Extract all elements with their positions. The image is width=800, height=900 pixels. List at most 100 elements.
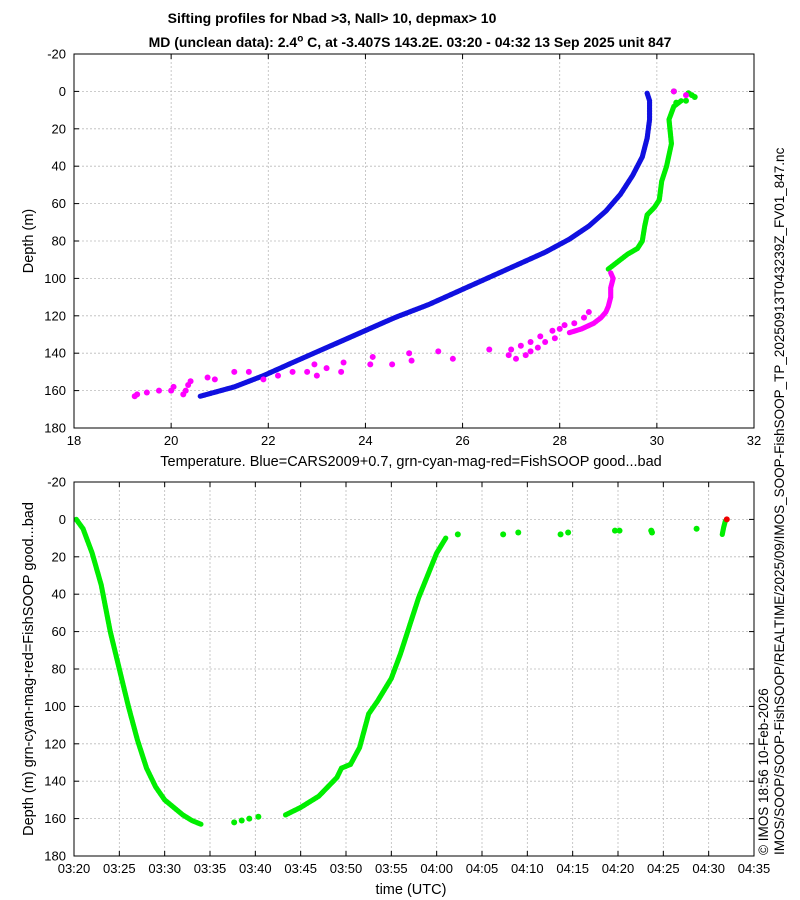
chart1-series-magenta-point: [408, 357, 415, 364]
chart2-x-tick-label: 04:35: [738, 861, 771, 876]
chart2-x-axis-label: time (UTC): [376, 882, 447, 898]
chart2-series-green-point: [616, 527, 623, 534]
chart1-series-green-point: [691, 94, 698, 101]
chart2-x-tick-label: 04:10: [511, 861, 544, 876]
chart1-series-magenta-point: [211, 376, 218, 383]
chart1-x-tick-label: 30: [650, 433, 664, 448]
chart1-series-magenta-point: [275, 372, 281, 379]
chart1-series-magenta-point: [549, 327, 556, 334]
chart1-series-magenta-point: [561, 322, 568, 329]
chart-title-line1: Sifting profiles for Nbad >3, Nall> 10, …: [167, 10, 497, 26]
chart1-series-magenta-point: [389, 361, 396, 368]
chart2-x-tick-label: 03:40: [239, 861, 272, 876]
chart1-series-magenta-point: [204, 374, 211, 381]
chart2-y-tick-label: -20: [47, 475, 66, 490]
chart1-series-magenta-point: [537, 333, 544, 340]
chart1-series-magenta-point: [245, 368, 252, 375]
chart2-series-green-point: [454, 531, 461, 538]
chart1-series-magenta-point: [534, 344, 541, 351]
chart2-y-tick-label: 140: [44, 774, 66, 789]
chart1-series-magenta-point: [260, 376, 267, 383]
chart1-y-tick-label: 160: [44, 383, 66, 398]
chart2-x-tick-label: 03:45: [284, 861, 317, 876]
chart1-y-tick-label: 60: [52, 196, 66, 211]
chart1-x-tick-label: 24: [358, 433, 372, 448]
chart1-series-green-point: [605, 266, 611, 272]
chart2-y-tick-label: 20: [52, 549, 66, 564]
chart1-series-magenta-point: [527, 338, 534, 345]
chart1-series-magenta-point: [340, 359, 347, 366]
chart1-series-magenta-point: [522, 352, 529, 359]
chart1-series-magenta-point: [581, 314, 587, 321]
chart1-y-axis-label: Depth (m): [21, 209, 37, 273]
chart2-series-green-point: [198, 821, 204, 827]
chart1-series-magenta-point: [156, 387, 162, 394]
chart1-y-tick-label: 0: [59, 84, 66, 99]
chart2-x-tick-label: 03:50: [330, 861, 363, 876]
chart1-series-magenta-point: [585, 309, 592, 316]
chart1-series-magenta-point: [323, 365, 330, 372]
chart1-series-magenta-point: [449, 355, 456, 362]
chart1-series-magenta-point: [517, 342, 524, 349]
chart1-series-magenta-point: [542, 338, 549, 345]
chart2-y-tick-label: 180: [44, 849, 66, 864]
chart2-y-tick-label: 60: [52, 624, 66, 639]
chart1-series-magenta-point: [551, 335, 558, 342]
chart1-x-tick-label: 28: [552, 433, 566, 448]
chart1-series-magenta-point: [338, 368, 345, 375]
chart1-series-magenta-point: [131, 393, 138, 400]
chart1-y-tick-label: 20: [52, 121, 66, 136]
chart1-series-magenta-point: [369, 353, 376, 360]
chart2-x-tick-label: 03:20: [58, 861, 91, 876]
chart1-y-tick-label: -20: [47, 47, 66, 62]
chart1-series-green-point: [683, 97, 689, 104]
chart2-series-green-point: [231, 819, 238, 826]
chart1-series-magenta-point: [556, 325, 563, 332]
chart1-series-magenta-point: [289, 368, 296, 375]
chart2-series-green-point: [649, 529, 655, 536]
chart1-series-magenta-point: [231, 368, 238, 375]
chart2-series-green-point: [238, 817, 245, 824]
chart1-x-tick-label: 26: [455, 433, 469, 448]
chart1-series-magenta-point: [143, 389, 150, 396]
chart2-plot-frame: [73, 481, 755, 857]
degree-sign: o: [297, 33, 304, 44]
chart1-y-tick-label: 40: [52, 159, 66, 174]
chart2-y-tick-label: 40: [52, 587, 66, 602]
file-path-label: IMOS/SOOP/SOOP-FishSOOP/REALTIME/2025/09…: [772, 147, 787, 855]
chart2-x-tick-label: 03:55: [375, 861, 408, 876]
chart2-x-tick-label: 04:30: [692, 861, 725, 876]
chart2-series-green-point: [246, 815, 253, 822]
chart1-x-tick-label: 32: [747, 433, 761, 448]
chart2-x-tick-label: 03:30: [148, 861, 181, 876]
chart1-x-tick-label: 18: [67, 433, 81, 448]
chart1-series-magenta-point: [311, 361, 318, 368]
chart2-y-tick-label: 160: [44, 811, 66, 826]
chart1-series-magenta-point: [571, 320, 578, 327]
chart1-series-magenta-point: [683, 92, 689, 99]
chart1-series-magenta-point: [486, 346, 493, 353]
chart1-series-magenta-point: [168, 387, 175, 394]
chart2-series-green-point: [443, 535, 449, 541]
chart1-series-magenta-point: [304, 368, 311, 375]
chart1-plot-frame: [73, 53, 755, 429]
chart2-series-green-point: [255, 813, 262, 820]
chart1-series-green-point: [673, 99, 680, 106]
chart1-y-tick-label: 80: [52, 234, 66, 249]
copyright-label: © IMOS 18:56 10-Feb-2026: [756, 688, 771, 855]
chart1-series-magenta-point: [180, 391, 187, 398]
chart1-y-tick-label: 180: [44, 421, 66, 436]
chart2-x-tick-label: 04:15: [556, 861, 589, 876]
chart2-x-tick-label: 04:00: [420, 861, 453, 876]
chart1-series-blue-point: [197, 393, 203, 399]
chart1-x-tick-label: 22: [261, 433, 275, 448]
chart2-series-green-point: [565, 529, 572, 536]
chart1-series-magenta-point: [505, 352, 512, 359]
chart1-x-axis-label: Temperature. Blue=CARS2009+0.7, grn-cyan…: [160, 454, 661, 470]
chart2-series-red-point: [723, 516, 730, 523]
chart2-series-green-point: [611, 527, 618, 534]
chart1-series-magenta-point: [435, 348, 442, 355]
chart-title-line2: MD (unclean data): 2.4o C, at -3.407S 14…: [10, 33, 800, 50]
chart2-series-green-point: [500, 531, 507, 538]
chart1-series-magenta-point: [513, 355, 519, 362]
